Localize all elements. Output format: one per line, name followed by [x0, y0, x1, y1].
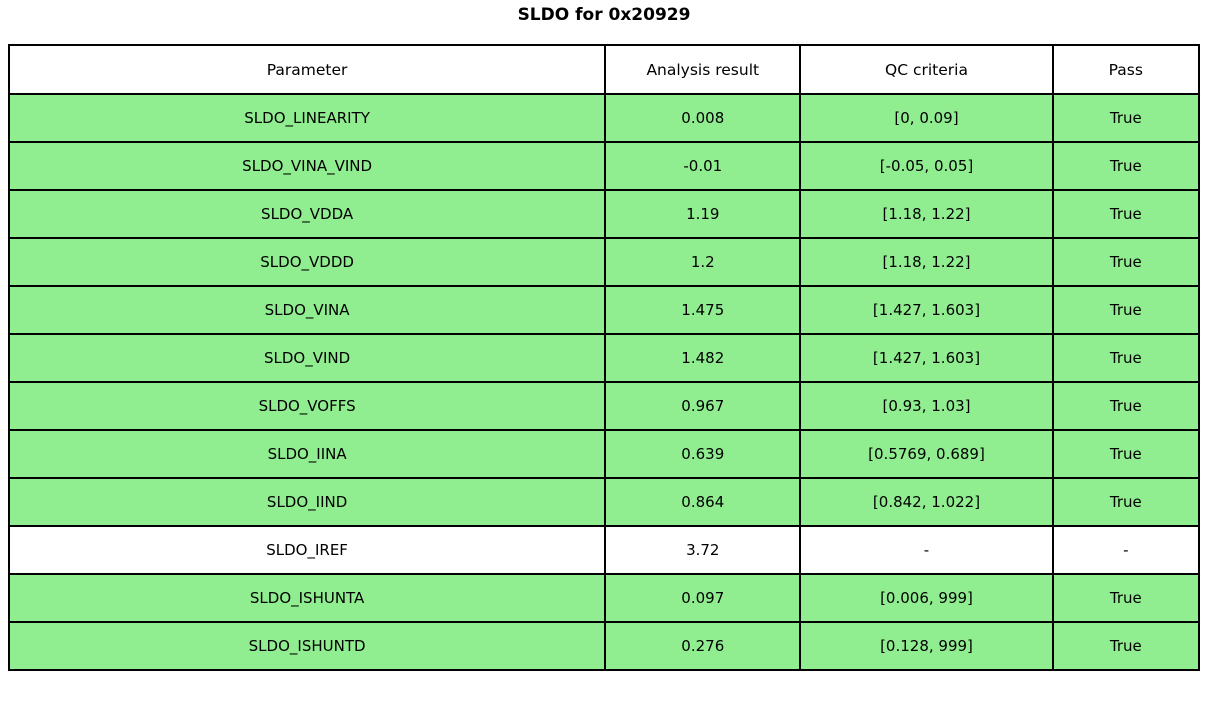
- cell-parameter: SLDO_VIND: [7, 333, 607, 383]
- cell-pass: True: [1051, 141, 1201, 191]
- table-row: SLDO_VOFFS 0.967 [0.93, 1.03] True: [7, 381, 1201, 431]
- cell-pass: True: [1051, 381, 1201, 431]
- cell-result: 0.864: [604, 477, 802, 527]
- table-row: SLDO_LINEARITY 0.008 [0, 0.09] True: [7, 93, 1201, 143]
- cell-pass: True: [1051, 621, 1201, 671]
- cell-pass: -: [1051, 525, 1201, 575]
- cell-parameter: SLDO_VINA_VIND: [7, 141, 607, 191]
- cell-pass: True: [1051, 333, 1201, 383]
- cell-pass: True: [1051, 285, 1201, 335]
- table-body: SLDO_LINEARITY 0.008 [0, 0.09] True SLDO_VIN…: [7, 93, 1201, 671]
- header-row: Parameter Analysis result QC criteria Pa…: [7, 44, 1201, 95]
- cell-pass: True: [1051, 477, 1201, 527]
- cell-pass: True: [1051, 237, 1201, 287]
- cell-result: 1.2: [604, 237, 802, 287]
- cell-result: 0.008: [604, 93, 802, 143]
- cell-parameter: SLDO_IINA: [7, 429, 607, 479]
- header-parameter: Parameter: [7, 44, 607, 95]
- cell-parameter: SLDO_VINA: [7, 285, 607, 335]
- cell-result: 0.967: [604, 381, 802, 431]
- table-row: SLDO_IINA 0.639 [0.5769, 0.689] True: [7, 429, 1201, 479]
- cell-result: -0.01: [604, 141, 802, 191]
- qc-table: Parameter Analysis result QC criteria Pa…: [7, 44, 1201, 671]
- table-row: SLDO_VIND 1.482 [1.427, 1.603] True: [7, 333, 1201, 383]
- cell-result: 0.276: [604, 621, 802, 671]
- cell-parameter: SLDO_IIND: [7, 477, 607, 527]
- cell-pass: True: [1051, 573, 1201, 623]
- table-row: SLDO_ISHUNTD 0.276 [0.128, 999] True: [7, 621, 1201, 671]
- cell-criteria: [0.5769, 0.689]: [799, 429, 1054, 479]
- cell-result: 1.19: [604, 189, 802, 239]
- cell-parameter: SLDO_VDDD: [7, 237, 607, 287]
- table-row: SLDO_VINA 1.475 [1.427, 1.603] True: [7, 285, 1201, 335]
- cell-criteria: [0.93, 1.03]: [799, 381, 1054, 431]
- cell-criteria: [1.18, 1.22]: [799, 237, 1054, 287]
- header-qc-criteria: QC criteria: [799, 44, 1054, 95]
- cell-result: 0.639: [604, 429, 802, 479]
- cell-pass: True: [1051, 429, 1201, 479]
- header-analysis-result: Analysis result: [604, 44, 802, 95]
- table-row: SLDO_VINA_VIND -0.01 [-0.05, 0.05] True: [7, 141, 1201, 191]
- cell-parameter: SLDO_VDDA: [7, 189, 607, 239]
- cell-criteria: [0.842, 1.022]: [799, 477, 1054, 527]
- table-row: SLDO_ISHUNTA 0.097 [0.006, 999] True: [7, 573, 1201, 623]
- cell-pass: True: [1051, 93, 1201, 143]
- cell-result: 0.097: [604, 573, 802, 623]
- cell-criteria: [1.18, 1.22]: [799, 189, 1054, 239]
- table-header: Parameter Analysis result QC criteria Pa…: [7, 44, 1201, 95]
- cell-result: 1.482: [604, 333, 802, 383]
- cell-parameter: SLDO_IREF: [7, 525, 607, 575]
- cell-criteria: [0.128, 999]: [799, 621, 1054, 671]
- cell-criteria: [1.427, 1.603]: [799, 333, 1054, 383]
- cell-parameter: SLDO_VOFFS: [7, 381, 607, 431]
- cell-parameter: SLDO_LINEARITY: [7, 93, 607, 143]
- cell-criteria: -: [799, 525, 1054, 575]
- cell-result: 1.475: [604, 285, 802, 335]
- page-title: SLDO for 0x20929: [517, 5, 691, 25]
- table-row: SLDO_VDDD 1.2 [1.18, 1.22] True: [7, 237, 1201, 287]
- table-row: SLDO_VDDA 1.19 [1.18, 1.22] True: [7, 189, 1201, 239]
- cell-parameter: SLDO_ISHUNTA: [7, 573, 607, 623]
- cell-pass: True: [1051, 189, 1201, 239]
- cell-parameter: SLDO_ISHUNTD: [7, 621, 607, 671]
- table-row: SLDO_IIND 0.864 [0.842, 1.022] True: [7, 477, 1201, 527]
- cell-criteria: [1.427, 1.603]: [799, 285, 1054, 335]
- cell-criteria: [0.006, 999]: [799, 573, 1054, 623]
- cell-criteria: [0, 0.09]: [799, 93, 1054, 143]
- cell-criteria: [-0.05, 0.05]: [799, 141, 1054, 191]
- table-row: SLDO_IREF 3.72- -: [7, 525, 1201, 575]
- header-pass: Pass: [1051, 44, 1201, 95]
- cell-result: 3.72: [604, 525, 802, 575]
